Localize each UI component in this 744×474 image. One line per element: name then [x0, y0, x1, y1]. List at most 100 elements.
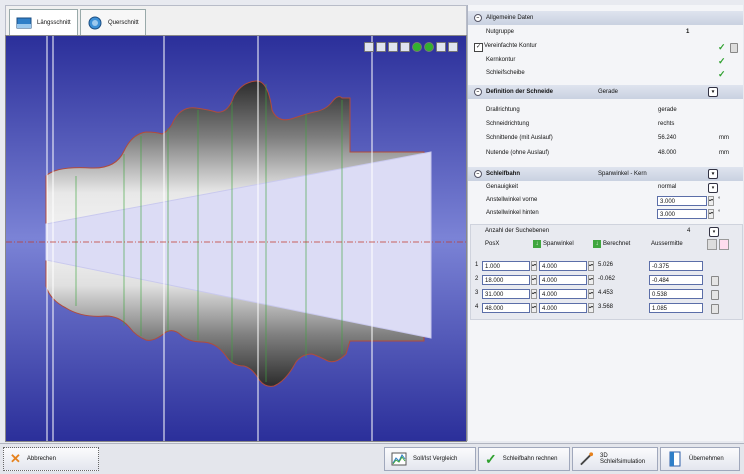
check-icon: ✓	[718, 56, 726, 66]
stepper-icon[interactable]: ▴▾	[531, 261, 537, 271]
suchebenen-value: 4	[687, 228, 691, 234]
kernkontur-label: Kernkontur	[486, 57, 516, 63]
posx-input[interactable]: 31.000	[482, 289, 530, 299]
properties-panel: − Allgemeine Daten Nutgruppe 1 ✓ Vereinf…	[467, 5, 743, 441]
aussermitte-input[interactable]: -0.484	[649, 275, 703, 285]
uebernehmen-label: Übernehmen	[689, 456, 724, 462]
chevron-down-icon[interactable]: ▾	[708, 183, 718, 193]
row-anstell-hinten: Anstellwinkel hinten 3.000 ▴▾ °	[468, 208, 743, 220]
col-aussermitte-header: Aussermitte	[651, 241, 683, 247]
berechnet-value: 4.453	[598, 290, 614, 296]
section-allgemeine-daten[interactable]: − Allgemeine Daten	[468, 11, 743, 25]
edit-icon[interactable]	[719, 239, 729, 250]
stepper-icon[interactable]: ▴▾	[588, 275, 594, 285]
wrench-tool-icon[interactable]	[448, 42, 458, 52]
delete-icon[interactable]	[730, 43, 738, 53]
spanwinkel-input[interactable]: 4.000	[539, 303, 587, 313]
tab-querschnitt[interactable]: Querschnitt	[80, 9, 146, 37]
degree-unit: °	[718, 197, 721, 203]
collapse-icon[interactable]: −	[474, 88, 482, 96]
soll-ist-vergleich-button[interactable]: Soll/Ist Vergleich	[384, 447, 476, 471]
3d-schleifsimulation-button[interactable]: 3D Schleifsimulation	[572, 447, 658, 471]
3d-schleifsimulation-label: 3D Schleifsimulation	[600, 453, 646, 465]
chevron-down-icon[interactable]: ▾	[708, 87, 718, 97]
anstell-hinten-input[interactable]: 3.000	[657, 209, 707, 219]
anstell-vorne-input[interactable]: 3.000	[657, 196, 707, 206]
posx-input[interactable]: 1.000	[482, 261, 530, 271]
spanwinkel-input[interactable]: 4.000	[539, 275, 587, 285]
stepper-icon[interactable]: ▴▾	[588, 261, 594, 271]
section-schleifbahn-title: Schleifbahn	[486, 171, 521, 177]
stepper-icon[interactable]: ▴▾	[708, 196, 714, 206]
chevron-down-icon[interactable]: ▾	[709, 227, 719, 237]
section-schleifbahn[interactable]: − Schleifbahn Spanwinkel - Kern ▾	[468, 167, 743, 181]
stepper-icon[interactable]: ▴▾	[531, 303, 537, 313]
aussermitte-input[interactable]: 0.538	[649, 289, 703, 299]
check-icon: ✓	[718, 69, 726, 79]
posx-input[interactable]: 48.000	[482, 303, 530, 313]
schneide-type-value[interactable]: Gerade	[598, 89, 619, 95]
soll-ist-vergleich-label: Soll/Ist Vergleich	[413, 456, 458, 462]
stepper-icon[interactable]: ▴▾	[531, 275, 537, 285]
select-tool-icon[interactable]	[364, 42, 374, 52]
row-drallrichtung: Drallrichtung gerade	[468, 105, 743, 117]
chevron-down-icon[interactable]: ▾	[708, 169, 718, 179]
schleifbahn-rechnen-button[interactable]: ✓ Schleifbahn rechnen	[478, 447, 570, 471]
drallrichtung-label: Drallrichtung	[486, 107, 520, 113]
spanwinkel-input[interactable]: 4.000	[539, 261, 587, 271]
suchebenen-label: Anzahl der Suchebenen	[485, 228, 550, 234]
copy-icon[interactable]	[707, 239, 717, 250]
schleifbahn-mode-value[interactable]: Spanwinkel - Kern	[598, 171, 647, 177]
abbrechen-button[interactable]: ✕ Abbrechen	[3, 447, 99, 471]
trash-icon[interactable]	[711, 304, 719, 314]
uebernehmen-button[interactable]: Übernehmen	[660, 447, 740, 471]
berechnet-value: 5.026	[598, 262, 614, 268]
row-nutende: Nutende (ohne Auslauf) 48.000 mm	[468, 148, 743, 160]
graphics-viewport[interactable]	[5, 35, 467, 442]
row-schneidrichtung: Schneidrichtung rechts	[468, 119, 743, 131]
stepper-icon[interactable]: ▴▾	[531, 289, 537, 299]
stepper-icon[interactable]: ▴▾	[588, 289, 594, 299]
col-berechnet-header: Berechnet	[603, 241, 631, 247]
trash-icon[interactable]	[711, 290, 719, 300]
section-guide-lines	[46, 36, 373, 441]
section-definition-schneide[interactable]: − Definition der Schneide Gerade ▾	[468, 85, 743, 99]
schleifbahn-rechnen-label: Schleifbahn rechnen	[502, 456, 558, 462]
green-dot-icon[interactable]	[412, 42, 422, 52]
green-circle-icon[interactable]	[424, 42, 434, 52]
berechnet-value: -0.062	[598, 276, 616, 282]
schnittende-unit: mm	[719, 135, 729, 141]
trash-icon[interactable]	[711, 276, 719, 286]
genauigkeit-select[interactable]: normal	[658, 184, 677, 190]
tool-upper-contour	[45, 80, 425, 242]
anstell-vorne-label: Anstellwinkel vorne	[486, 197, 538, 203]
arrow-down-icon[interactable]: ↓	[593, 240, 601, 248]
section-allgemeine-daten-title: Allgemeine Daten	[486, 15, 534, 21]
zoom-tool-icon[interactable]	[388, 42, 398, 52]
aussermitte-input[interactable]: -0.375	[649, 261, 703, 271]
anstell-hinten-label: Anstellwinkel hinten	[486, 210, 539, 216]
nutende-value: 48.000	[658, 150, 677, 156]
vereinfachte-kontur-checkbox[interactable]: ✓	[474, 43, 483, 52]
posx-input[interactable]: 18.000	[482, 275, 530, 285]
stepper-icon[interactable]: ▴▾	[588, 303, 594, 313]
pan-tool-icon[interactable]	[376, 42, 386, 52]
row-schnittende: Schnittende (mit Auslauf) 56.240 mm	[468, 133, 743, 145]
aussermitte-input[interactable]: 1.085	[649, 303, 703, 313]
check-icon: ✓	[718, 42, 726, 52]
line-tool-icon[interactable]	[436, 42, 446, 52]
arrow-down-icon[interactable]: ↓	[533, 240, 541, 248]
collapse-icon[interactable]: −	[474, 170, 482, 178]
compare-chart-icon	[391, 452, 407, 466]
tab-querschnitt-label: Querschnitt	[108, 20, 139, 26]
spanwinkel-input[interactable]: 4.000	[539, 289, 587, 299]
view-tab-bar: Längsschnitt Querschnitt	[5, 5, 467, 37]
stepper-icon[interactable]: ▴▾	[708, 209, 714, 219]
vereinfachte-kontur-label: Vereinfachte Kontur	[484, 43, 537, 49]
measure-tool-icon[interactable]	[400, 42, 410, 52]
row-schleifscheibe: Schleifscheibe ✓	[468, 68, 743, 80]
tab-laengsschnitt[interactable]: Längsschnitt	[9, 9, 78, 37]
tool-profile-drawing	[6, 36, 466, 441]
collapse-icon[interactable]: −	[474, 14, 482, 22]
col-spanwinkel-header: Spanwinkel	[543, 241, 574, 247]
